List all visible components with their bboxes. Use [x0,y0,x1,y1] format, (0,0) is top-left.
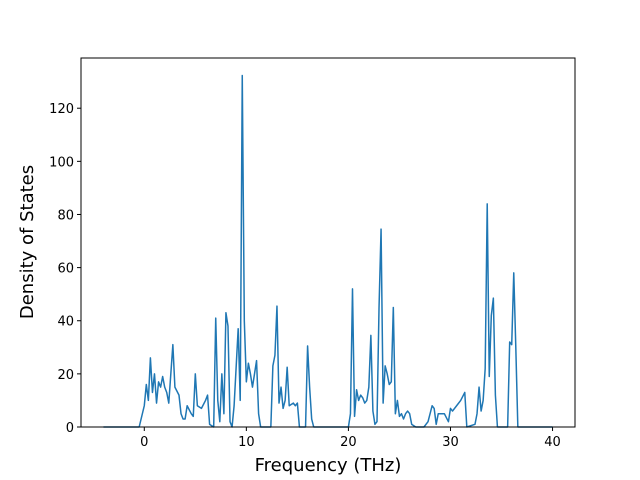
x-tick-label: 30 [442,435,459,450]
y-tick-label: 20 [57,368,74,383]
y-tick-label: 0 [66,421,74,436]
line [103,74,553,428]
y-tick-label: 60 [57,262,74,277]
y-tick-label: 40 [57,315,74,330]
x-tick-label: 10 [238,435,255,450]
x-axis-label: Frequency (THz) [255,455,402,476]
x-tick-label: 0 [140,435,148,450]
plot-frame [80,57,576,428]
y-tick-label: 80 [57,208,74,223]
x-tick-label: 40 [544,435,561,450]
y-tick-label: 120 [49,102,74,117]
y-axis-label: Density of States [17,165,38,319]
x-tick-label: 20 [340,435,357,450]
y-tick-label: 100 [49,155,74,170]
